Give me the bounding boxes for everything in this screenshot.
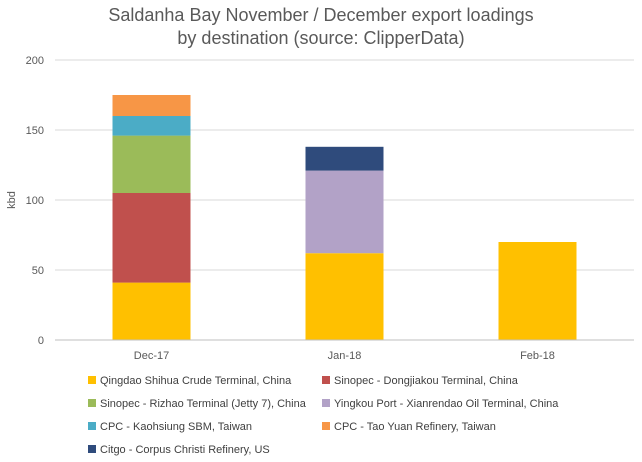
y-tick-label: 100 xyxy=(26,195,44,207)
bar-segment-dec-17-series-5 xyxy=(112,95,191,116)
chart-title: Saldanha Bay November / December export … xyxy=(0,4,642,50)
chart-title-line-2: by destination (source: ClipperData) xyxy=(177,28,465,48)
y-axis-label: kbd xyxy=(6,191,18,209)
y-tick-label: 200 xyxy=(26,55,44,67)
bar-segment-dec-17-series-2 xyxy=(112,135,191,193)
y-tick-label: 50 xyxy=(32,265,44,277)
x-tick-label: Jan-18 xyxy=(328,350,362,362)
bar-segment-feb-18-series-0 xyxy=(498,242,577,340)
y-tick-label: 150 xyxy=(26,125,44,137)
bar-segment-dec-17-series-4 xyxy=(112,116,191,136)
bar-segment-dec-17-series-0 xyxy=(112,282,191,340)
bar-segment-jan-18-series-3 xyxy=(305,170,384,254)
y-tick-label: 0 xyxy=(38,335,44,347)
x-tick-label: Feb-18 xyxy=(520,350,555,362)
bar-segment-jan-18-series-6 xyxy=(305,146,384,171)
bar-segment-jan-18-series-0 xyxy=(305,253,384,340)
chart-title-line-1: Saldanha Bay November / December export … xyxy=(108,5,534,25)
x-tick-label: Dec-17 xyxy=(134,350,169,362)
bar-segment-dec-17-series-1 xyxy=(112,193,191,283)
